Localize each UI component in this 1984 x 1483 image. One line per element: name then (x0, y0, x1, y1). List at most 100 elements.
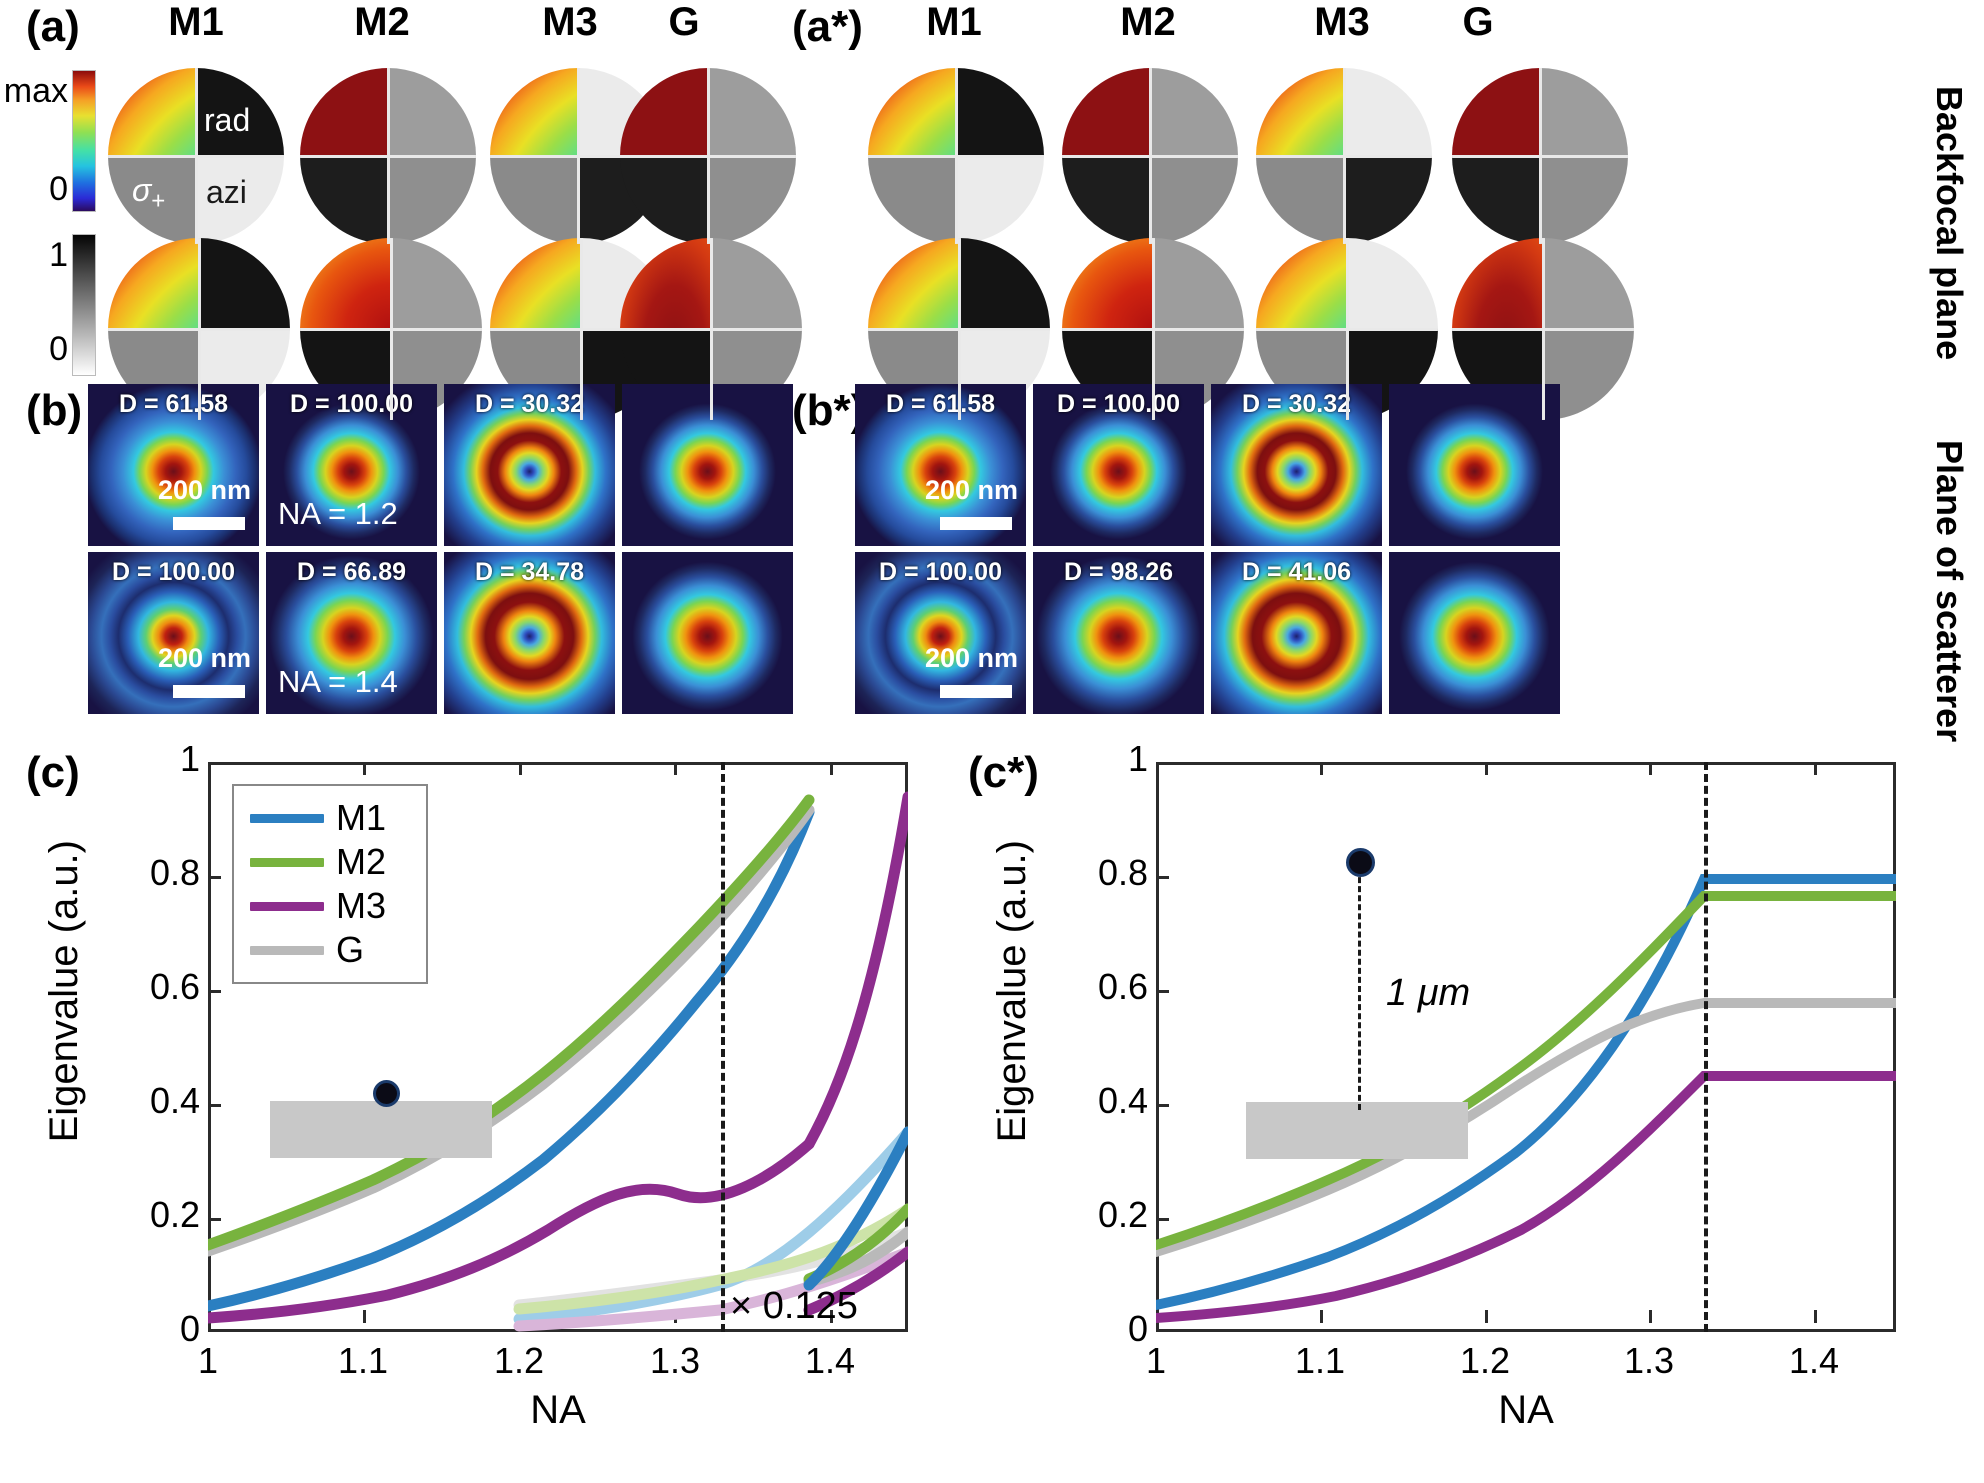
bfp-crosshair-vertical (954, 68, 958, 244)
psf-scalebar-label: 200 nm (924, 475, 1018, 505)
chart-cstar-axes (1156, 762, 1896, 1332)
chart-cstar-xtick-11: 1.1 (1294, 1340, 1346, 1381)
bfp-quadrant-tl (1256, 68, 1344, 156)
bfp-quadrant-br (1540, 156, 1628, 244)
psf-tile-bstar-row1-m1: D = 61.58 200 nm (855, 384, 1026, 546)
colorbar-gray-max-label: 1 (49, 236, 68, 274)
psf-scalebar-label: 200 nm (924, 643, 1018, 673)
bfp-label-sigma-plus: σ+ (132, 172, 165, 215)
chart-c-ytickmark (208, 1218, 221, 1221)
chart-cstar-xtick-1: 1 (1145, 1340, 1167, 1381)
psf-d-label: D = 100.00 (111, 558, 235, 586)
chart-c-dashed-line-na133 (721, 762, 725, 1332)
bfp-quadrant-bl (300, 156, 388, 244)
bfp-crosshair-vertical (1148, 68, 1152, 244)
legend-swatch-m3 (250, 901, 324, 911)
bfp-quadrant-tr (1540, 68, 1628, 156)
chart-cstar-ytickmark (1156, 876, 1169, 879)
chart-c-ytickmark (208, 876, 221, 879)
psf-d-label: D = 98.26 (1063, 558, 1174, 586)
chart-c-xtickmark-top (674, 762, 677, 775)
bfp-label-rad: rad (204, 102, 251, 138)
chart-c-inset-bead (373, 1080, 400, 1107)
psf-tile-b-row2-m3: D = 34.78 (444, 552, 615, 714)
colorbar-jet (72, 70, 96, 212)
bfp-quadrant-tr (1344, 68, 1432, 156)
psf-tile-bstar-row2-g (1389, 552, 1560, 714)
bfp-circle-a-row1-m2 (300, 68, 476, 244)
bfp-quadrant-bl (1256, 156, 1344, 244)
bfp-quadrant-tl (300, 68, 388, 156)
column-header-m2-left: M2 (354, 0, 410, 44)
column-header-m1-left: M1 (168, 0, 224, 44)
bfp-quadrant-tl (1452, 238, 1543, 329)
bfp-crosshair-vertical (386, 68, 390, 244)
bfp-quadrant-tl (490, 238, 581, 329)
bfp-quadrant-tr (711, 238, 802, 329)
bfp-crosshair-vertical (197, 238, 201, 420)
curve-cstar-m3 (1156, 1071, 1896, 1323)
psf-d-label: D = 30.32 (474, 390, 585, 418)
chart-cstar-xtickmark-top (1814, 762, 1817, 775)
legend-swatch-m2 (250, 857, 324, 867)
bfp-quadrant-br (196, 156, 284, 244)
chart-cstar-xtickmark (1320, 1310, 1323, 1323)
psf-tile-b-row1-m3: D = 30.32 (444, 384, 615, 546)
curve-cstar-m2 (1156, 891, 1896, 1250)
bfp-quadrant-br (956, 156, 1044, 244)
chart-panel-c: 1 0.8 0.6 0.4 0.2 0 1 1.1 1.2 1.3 1.4 Ei… (42, 738, 950, 1440)
psf-tile-b-row1-m1: D = 61.58 200 nm (88, 384, 259, 546)
psf-d-label: D = 61.58 (885, 390, 996, 418)
colorbar-gray-min-label: 0 (49, 330, 68, 368)
bfp-crosshair-vertical (957, 238, 961, 420)
bfp-quadrant-tr (959, 238, 1050, 329)
panel-label-a: (a) (26, 2, 80, 51)
chart-c-xtickmark (830, 1310, 833, 1323)
chart-c-xtick-14: 1.4 (804, 1340, 856, 1381)
bfp-crosshair-vertical (576, 68, 580, 244)
colorbar-grayscale (72, 234, 96, 376)
panel-label-b: (b) (26, 386, 83, 435)
chart-cstar-curves (1156, 874, 1896, 1323)
legend-label-m1: M1 (336, 797, 387, 838)
chart-cstar-ytick-08: 0.8 (1097, 852, 1148, 893)
chart-cstar-inset-slab (1246, 1102, 1468, 1159)
chart-cstar-xlabel: NA (1498, 1388, 1554, 1432)
chart-cstar-xtickmark-top (1485, 762, 1488, 775)
bfp-quadrant-br (388, 156, 476, 244)
chart-cstar-ytick-04: 0.4 (1097, 1080, 1148, 1121)
legend-row-m3: M3 (234, 884, 426, 928)
chart-c-xtickmark-top (519, 762, 522, 775)
bfp-quadrant-tl (108, 68, 196, 156)
psf-na-label: NA = 1.2 (278, 496, 398, 531)
bfp-quadrant-tl (1452, 68, 1540, 156)
bfp-quadrant-bl (1062, 156, 1150, 244)
legend-row-m1: M1 (234, 796, 426, 840)
chart-cstar-xtick-13: 1.3 (1623, 1340, 1675, 1381)
bfp-quadrant-tr (391, 238, 482, 329)
chart-c-curves (208, 791, 908, 1332)
chart-cstar-ytick-1: 1 (1127, 738, 1148, 779)
psf-tile-bstar-row2-m3: D = 41.06 (1211, 552, 1382, 714)
chart-c-ytick-04: 0.4 (149, 1080, 200, 1121)
bfp-quadrant-bl (490, 156, 578, 244)
chart-c-ytickmark (208, 990, 221, 993)
column-header-g-left: G (668, 0, 700, 44)
chart-cstar-ylabel: Eigenvalue (a.u.) (990, 840, 1034, 1143)
psf-d-label: D = 100.00 (289, 390, 413, 418)
bfp-crosshair-vertical (706, 68, 710, 244)
chart-c-legend[interactable]: M1 M2 M3 G (232, 784, 428, 984)
chart-c-axes (208, 762, 908, 1332)
bfp-quadrant-tr (708, 68, 796, 156)
psf-tile-bstar-row2-m1: D = 100.00 200 nm (855, 552, 1026, 714)
bfp-crosshair-vertical (1538, 68, 1542, 244)
curve-g-main (208, 804, 815, 1257)
chart-cstar-inset-leader-line (1358, 868, 1361, 1110)
curve-cstar-m1 (1156, 874, 1896, 1310)
bfp-circle-astar-row2-g (1452, 238, 1634, 420)
chart-cstar-ytick-0: 0 (1127, 1308, 1148, 1349)
bfp-quadrant-tr (1347, 238, 1438, 329)
bfp-circle-astar-row1-m1 (868, 68, 1044, 244)
colorbar-jet-max-label: max (3, 72, 68, 110)
panel-label-c-star: (c*) (968, 748, 1039, 797)
